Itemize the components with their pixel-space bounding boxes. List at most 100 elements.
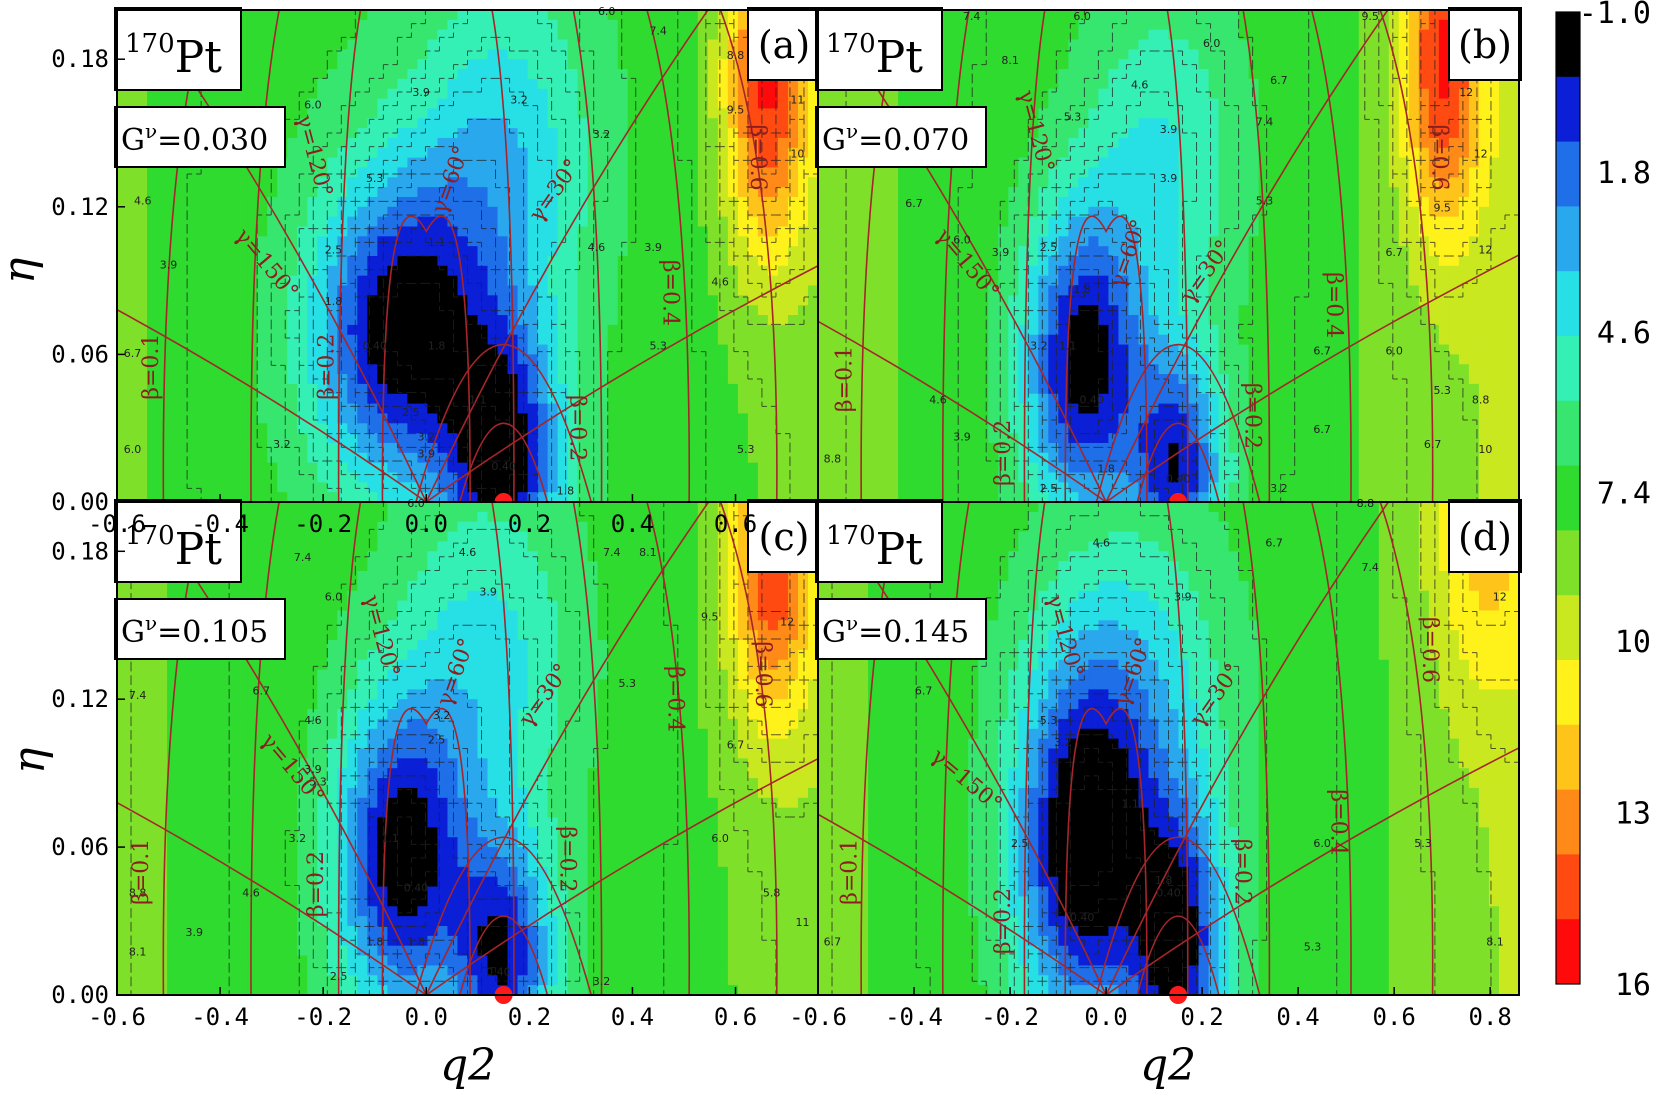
contour-label: 4.6 bbox=[134, 194, 152, 207]
contour-label: 6.0 bbox=[1203, 37, 1221, 50]
nucleus-symbol: Pt bbox=[876, 524, 924, 575]
contour-label: 9.5 bbox=[1361, 10, 1379, 23]
nucleus-mass: 170 bbox=[125, 521, 175, 551]
contour-label: 1.8 bbox=[1155, 874, 1173, 887]
contour-label: 3.2 bbox=[433, 709, 451, 722]
contour-lines bbox=[130, 502, 818, 995]
contour-label: 3.9 bbox=[644, 241, 662, 254]
energy-map bbox=[117, 502, 818, 995]
beta-label: β=0.2 bbox=[991, 888, 1016, 954]
x-tick-label: 0.6 bbox=[714, 1003, 757, 1031]
colorbar-tick-label: 1.8 bbox=[1597, 156, 1651, 191]
contour-label: 0.40 bbox=[486, 965, 511, 978]
contour-label: 5.8 bbox=[763, 886, 781, 899]
contour-label: 4.6 bbox=[242, 886, 260, 899]
beta-label: β=0.6 bbox=[1427, 125, 1452, 191]
contour-label: 10 bbox=[790, 148, 804, 161]
contour-label: 3.9 bbox=[953, 431, 971, 444]
colorbar-tick-label: -1.0 bbox=[1579, 0, 1651, 31]
colorbar-tick-label: 13 bbox=[1615, 797, 1651, 832]
contour-label: 5.3 bbox=[1414, 837, 1432, 850]
contour-label: 4.6 bbox=[1131, 79, 1149, 92]
contour-label: 4.6 bbox=[459, 546, 477, 559]
y-axis-label-bottom: η bbox=[4, 748, 55, 774]
contour-label: 3.9 bbox=[992, 246, 1010, 259]
x-tick-label: -0.6 bbox=[88, 510, 146, 538]
contour-label: 8.1 bbox=[1001, 54, 1019, 67]
y-tick-label: 0.18 bbox=[51, 45, 109, 73]
contour-label: 3.9 bbox=[1174, 591, 1192, 604]
beta-label: β=0.6 bbox=[750, 641, 775, 707]
contour-label: 6.0 bbox=[598, 5, 616, 18]
contour-label: 5.3 bbox=[1064, 111, 1082, 124]
contour-label: 0.40 bbox=[1166, 472, 1191, 485]
contour-label: 1.8 bbox=[557, 485, 575, 498]
contour-label: 5.3 bbox=[366, 172, 384, 185]
beta-label: β=0.6 bbox=[1417, 617, 1442, 683]
contour-label: 3.9 bbox=[1160, 123, 1178, 136]
contour-label: 2.5 bbox=[402, 406, 420, 419]
y-axis-label-top: η bbox=[0, 258, 45, 284]
colorbar-band bbox=[1556, 141, 1580, 207]
contour-label: 9.5 bbox=[701, 610, 719, 623]
colorbar-band bbox=[1556, 595, 1580, 661]
contour-label: 6.7 bbox=[1265, 536, 1283, 549]
beta-gamma-mesh bbox=[117, 502, 818, 995]
contour-label: 8.8 bbox=[129, 886, 147, 899]
pairing-strength-label: Gν=0.070 bbox=[815, 106, 987, 168]
contour-label: 3.2 bbox=[1054, 736, 1072, 749]
contour-label: 3.9 bbox=[412, 86, 430, 99]
contour-label: 12 bbox=[780, 615, 794, 628]
panel-b: 7.4 6.0 8.1 4.6 6.0 3.9 3.9 6.7 7.4 9.5 12 12 9.5 12 5… bbox=[815, 7, 1522, 511]
contour-label: 1.8 bbox=[366, 936, 384, 949]
contour-label: 3.9 bbox=[186, 926, 204, 939]
contour-label: 5.3 bbox=[1040, 714, 1058, 727]
x-tick-label: 0.2 bbox=[1180, 1003, 1223, 1031]
contour-label: 6.7 bbox=[727, 739, 745, 752]
contour-label: 6.7 bbox=[1313, 423, 1331, 436]
contour-label: 0.40 bbox=[362, 340, 387, 353]
colorbar-tick-label: 16 bbox=[1615, 968, 1651, 1003]
pairing-strength-label: Gν=0.105 bbox=[114, 598, 286, 660]
contour-label: 3.2 bbox=[593, 975, 611, 988]
colorbar-band bbox=[1556, 206, 1580, 272]
contour-label: 11 bbox=[790, 94, 804, 107]
contour-label: 3.2 bbox=[418, 431, 436, 444]
x-tick-label: 0.0 bbox=[405, 510, 448, 538]
contour-label: 3.2 bbox=[1270, 482, 1288, 495]
y-tick-label: 0.12 bbox=[51, 193, 109, 221]
x-axis-label-right: q2 bbox=[1140, 1040, 1196, 1091]
contour-label: 3.9 bbox=[1160, 172, 1178, 185]
contour-label: 5.3 bbox=[1304, 941, 1322, 954]
pairing-strength-label: Gν=0.145 bbox=[815, 598, 987, 660]
contour-label: 6.7 bbox=[824, 936, 842, 949]
y-tick-label: 0.00 bbox=[51, 981, 109, 1009]
contour-label: 8.8 bbox=[1472, 394, 1490, 407]
contour-label: 4.6 bbox=[929, 394, 947, 407]
beta-label: β=0.2 bbox=[1230, 839, 1255, 905]
nucleus-symbol: Pt bbox=[175, 524, 223, 575]
nucleus-symbol: Pt bbox=[876, 32, 924, 83]
x-tick-label: -0.2 bbox=[981, 1003, 1039, 1031]
contour-label: 3.2 bbox=[593, 128, 611, 141]
svg-text:170Pt: 170Pt bbox=[125, 29, 222, 83]
panel-a: 6.76.03.93.23.26.07.48.81211109.54.65.33… bbox=[114, 5, 821, 511]
contour-label: 9.5 bbox=[727, 103, 745, 116]
beta-label: β=0.2 bbox=[315, 334, 340, 400]
y-tick-label: 0.06 bbox=[51, 833, 109, 861]
contour-label: 8.1 bbox=[1486, 936, 1504, 949]
x-tick-label: -0.6 bbox=[88, 1003, 146, 1031]
contour-label: 1.8 bbox=[325, 295, 343, 308]
contour-label: 6.7 bbox=[1385, 246, 1403, 259]
colorbar: -1.0 1.8 4.6 7.4 10 13 16 bbox=[1555, 0, 1651, 1003]
y-tick-label: 0.00 bbox=[51, 488, 109, 516]
contour-label: 12 bbox=[1478, 244, 1492, 257]
panel-label: (d) bbox=[1448, 499, 1522, 573]
x-tick-label: -0.4 bbox=[191, 510, 249, 538]
colorbar-band bbox=[1556, 724, 1580, 791]
panel-c: 8.16.07.46.04.63.97.48.19.512127.46.74.6… bbox=[114, 497, 821, 1004]
beta-label: β=0.1 bbox=[129, 839, 154, 905]
nucleus-symbol: Pt bbox=[175, 32, 223, 83]
contour-label: 6.0 bbox=[124, 443, 142, 456]
